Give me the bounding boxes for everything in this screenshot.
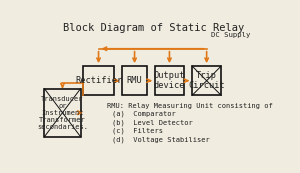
Bar — [192, 66, 221, 95]
Text: DC Supply: DC Supply — [211, 32, 250, 38]
Bar — [44, 89, 80, 137]
Text: Block Diagram of Static Relay: Block Diagram of Static Relay — [63, 23, 244, 33]
Bar — [122, 66, 147, 95]
Text: RMU: Relay Measuring Unit consisting of: RMU: Relay Measuring Unit consisting of — [107, 103, 273, 109]
Text: RMU: RMU — [127, 76, 142, 85]
Text: Output
device: Output device — [154, 71, 185, 90]
Text: (b)  Level Detector: (b) Level Detector — [112, 119, 193, 126]
Text: Transducer
or
Instrument
Transformer
secondaries.: Transducer or Instrument Transformer sec… — [37, 96, 88, 130]
Text: Trip
Circuit: Trip Circuit — [188, 71, 225, 90]
Bar — [155, 66, 184, 95]
Text: (d)  Voltage Stabiliser: (d) Voltage Stabiliser — [112, 137, 210, 143]
Text: Rectifier: Rectifier — [75, 76, 122, 85]
Text: (a)  Comparator: (a) Comparator — [112, 111, 176, 117]
Bar — [83, 66, 114, 95]
Text: (c)  Filters: (c) Filters — [112, 128, 163, 134]
